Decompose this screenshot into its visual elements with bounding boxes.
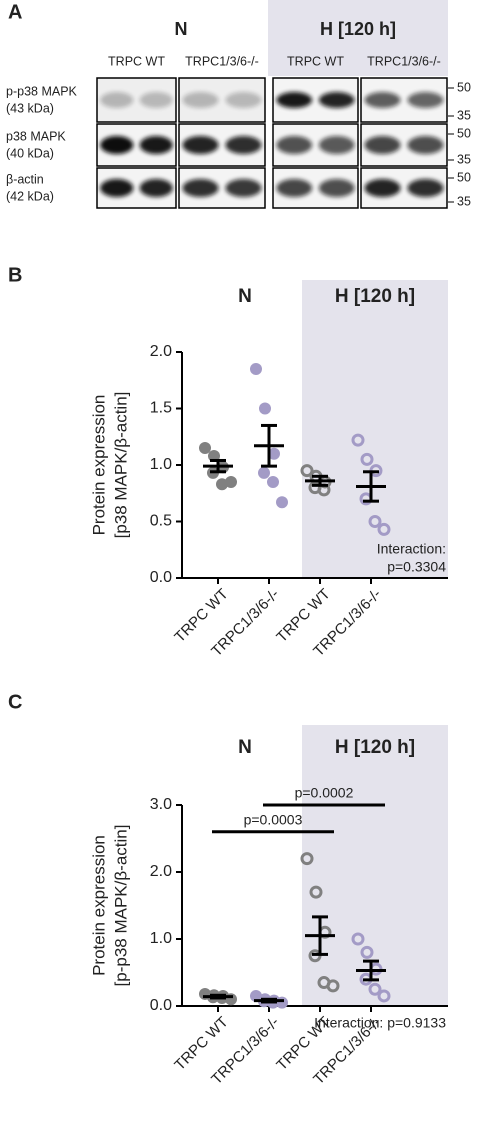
- band: [182, 179, 219, 197]
- marker-label: 35: [457, 152, 471, 166]
- data-point: [268, 447, 280, 460]
- condition-label: N: [175, 19, 188, 39]
- annotation: Interaction: p=0.9133: [314, 1015, 446, 1031]
- band: [225, 92, 262, 108]
- y-tick-label: 0.0: [150, 997, 172, 1014]
- band: [407, 136, 444, 154]
- band: [100, 92, 134, 108]
- y-tick-label: 0.0: [150, 569, 172, 586]
- data-point: [368, 982, 382, 996]
- annotation: p=0.3304: [387, 559, 446, 575]
- band: [364, 179, 401, 197]
- y-axis-label: [p38 MAPK/β-actin]: [111, 392, 130, 539]
- data-point: [300, 852, 314, 866]
- y-tick-label: 1.0: [150, 456, 172, 473]
- band: [182, 92, 219, 108]
- data-point: [199, 442, 211, 455]
- y-tick-label: 3.0: [150, 796, 172, 813]
- band: [364, 136, 401, 154]
- condition-label: H [120 h]: [335, 286, 415, 307]
- data-point: [208, 449, 220, 462]
- shade: [302, 280, 448, 578]
- column-label: TRPC WT: [108, 54, 165, 68]
- condition-label: N: [238, 286, 252, 307]
- row-label: p38 MAPK: [6, 129, 66, 143]
- band: [276, 92, 313, 108]
- marker-label: 50: [457, 126, 471, 140]
- band: [318, 179, 355, 197]
- y-axis-label: Protein expression: [89, 835, 108, 976]
- y-tick-label: 0.5: [150, 513, 172, 530]
- data-point: [216, 478, 228, 491]
- band: [364, 92, 401, 108]
- data-point: [360, 452, 374, 466]
- row-label: (43 kDa): [6, 101, 54, 115]
- significance-label: p=0.0003: [244, 812, 303, 828]
- y-axis-label: [p-p38 MAPK/β-actin]: [111, 825, 130, 987]
- data-point: [267, 475, 279, 488]
- band: [100, 179, 134, 197]
- band: [100, 136, 134, 154]
- band: [276, 136, 313, 154]
- data-point: [276, 996, 288, 1009]
- data-point: [250, 362, 262, 375]
- condition-label: H [120 h]: [320, 19, 396, 39]
- data-point: [225, 993, 237, 1006]
- panel-letter: B: [8, 264, 22, 286]
- y-tick-label: 1.5: [150, 400, 172, 417]
- data-point: [377, 522, 391, 536]
- band: [139, 179, 173, 197]
- panel-letter: A: [8, 1, 22, 23]
- data-point: [276, 496, 288, 509]
- band: [139, 92, 173, 108]
- y-tick-label: 1.0: [150, 930, 172, 947]
- row-label: (40 kDa): [6, 146, 54, 160]
- data-point: [300, 464, 314, 478]
- data-point: [351, 932, 365, 946]
- data-point: [258, 466, 270, 479]
- y-axis-label: Protein expression: [89, 395, 108, 536]
- shade: [268, 0, 448, 76]
- band: [225, 136, 262, 154]
- row-label: (42 kDa): [6, 189, 54, 203]
- data-point: [368, 515, 382, 528]
- marker-label: 50: [457, 80, 471, 94]
- y-tick-label: 2.0: [150, 863, 172, 880]
- y-tick-label: 2.0: [150, 343, 172, 360]
- band: [407, 92, 444, 108]
- data-point: [259, 402, 271, 415]
- data-point: [377, 989, 391, 1003]
- row-label: p-p38 MAPK: [6, 84, 78, 98]
- band: [276, 179, 313, 197]
- column-label: TRPC WT: [287, 54, 344, 68]
- annotation: Interaction:: [377, 541, 446, 557]
- column-label: TRPC1/3/6-/-: [185, 54, 259, 68]
- marker-label: 35: [457, 194, 471, 208]
- significance-label: p=0.0002: [295, 785, 354, 801]
- data-point: [309, 885, 323, 899]
- data-point: [326, 979, 340, 993]
- marker-label: 50: [457, 170, 471, 184]
- condition-label: N: [238, 737, 252, 758]
- band: [139, 136, 173, 154]
- marker-label: 35: [457, 108, 471, 122]
- band: [225, 179, 262, 197]
- condition-label: H [120 h]: [335, 737, 415, 758]
- data-point: [225, 475, 237, 488]
- band: [318, 136, 355, 154]
- band: [407, 179, 444, 197]
- band: [182, 136, 219, 154]
- data-point: [360, 945, 374, 959]
- data-point: [351, 433, 365, 447]
- panel-letter: C: [8, 691, 22, 713]
- band: [318, 92, 355, 108]
- shade: [302, 725, 448, 1006]
- column-label: TRPC1/3/6-/-: [367, 54, 441, 68]
- row-label: β-actin: [6, 172, 44, 186]
